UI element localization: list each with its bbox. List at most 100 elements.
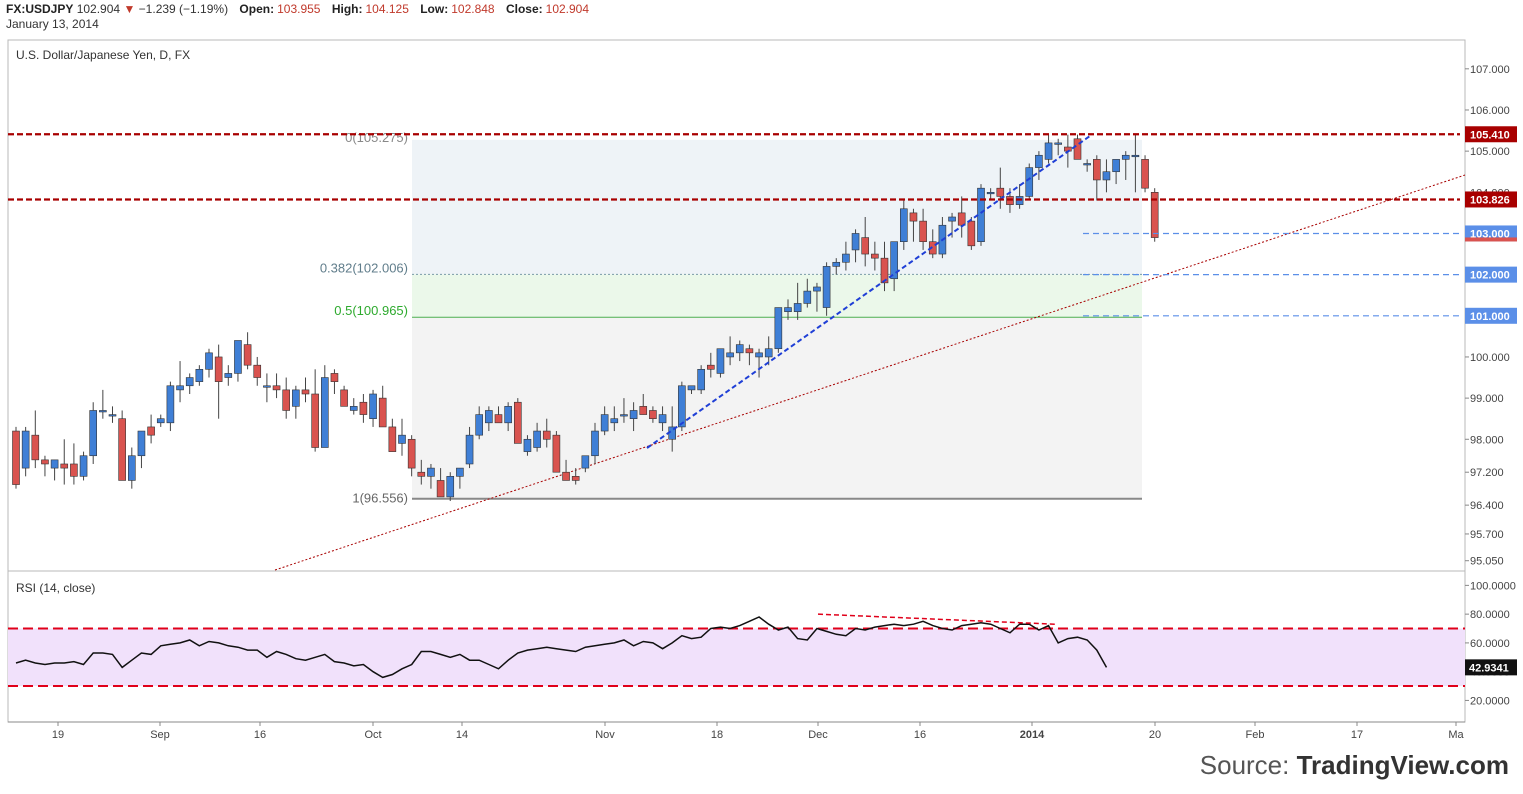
candle-body: [813, 286, 821, 292]
y-tick-label: 95.050: [1470, 556, 1504, 568]
candle-body: [629, 410, 638, 419]
candle-body: [591, 430, 599, 457]
fib-label-0: 0(105.275): [345, 130, 408, 145]
x-tick-label: 16: [254, 729, 266, 741]
candle-body: [890, 241, 898, 280]
candle-body: [118, 418, 126, 481]
candle-body: [475, 414, 484, 436]
candle-body: [1044, 142, 1053, 160]
candle-body: [311, 393, 319, 448]
rsi-divergence-line: [817, 613, 1056, 625]
candle-body: [60, 463, 69, 469]
candle-body: [1102, 171, 1111, 181]
x-tick-label: 18: [711, 729, 723, 741]
candle-body: [446, 476, 455, 498]
candle-body: [156, 418, 165, 424]
candle-body: [755, 352, 763, 358]
candle-body: [147, 426, 155, 436]
candle-body: [504, 406, 512, 424]
resistance-badge: 105.410: [1470, 129, 1510, 141]
candle-body: [784, 307, 792, 312]
rsi-band: [8, 628, 1465, 687]
candle-body: [108, 414, 117, 417]
candle-body: [513, 401, 522, 444]
candle-body: [99, 410, 107, 413]
candle-body: [658, 414, 667, 424]
candle-body: [1025, 167, 1034, 197]
candle-body: [1083, 163, 1091, 166]
candle-body: [571, 476, 580, 481]
low-label: Low:: [420, 2, 449, 16]
candle-body: [948, 216, 956, 222]
candle-body: [523, 438, 532, 452]
candle-body: [320, 377, 329, 448]
y-tick-label: 106.000: [1470, 105, 1510, 117]
candle-body: [706, 364, 715, 370]
y-tick-label: 107.000: [1470, 64, 1510, 76]
x-tick-label: Ma: [1448, 729, 1464, 741]
candle-body: [407, 438, 416, 469]
candle-body: [822, 266, 831, 308]
change-arrow-icon: ▼: [123, 2, 136, 16]
candle-body: [214, 356, 223, 382]
long-trendline: [274, 174, 1466, 571]
candle-body: [12, 430, 20, 485]
resistance-badge-bg: [1465, 126, 1517, 143]
candle-body: [166, 385, 175, 424]
source-credit: Source: TradingView.com: [1200, 750, 1509, 781]
y-tick-label: 97.200: [1470, 467, 1504, 479]
round-level-badge-bg: [1465, 307, 1517, 324]
candle-body: [21, 430, 30, 469]
header-date: January 13, 2014: [6, 17, 99, 31]
candle-body: [678, 385, 686, 428]
rsi-y-tick-label: 100.0000: [1470, 580, 1516, 592]
candle-body: [494, 414, 503, 424]
candle-body: [272, 385, 281, 391]
symbol: FX:USDJPY: [6, 2, 74, 16]
low-value: 102.848: [451, 2, 495, 16]
candle-body: [1093, 159, 1101, 181]
candle-body: [176, 385, 184, 391]
candle-body: [349, 406, 358, 411]
rsi-last-badge: 42.9341: [1469, 662, 1509, 674]
y-tick-label: 98.000: [1470, 434, 1504, 446]
candle-body: [70, 463, 78, 477]
x-tick-label: Oct: [364, 729, 381, 741]
x-tick-label: Nov: [595, 729, 615, 741]
x-tick-label: 2014: [1020, 729, 1045, 741]
x-tick-label: Sep: [150, 729, 170, 741]
candle-body: [340, 389, 348, 407]
y-tick-label: 95.700: [1470, 529, 1504, 541]
round-level-badge: 102.000: [1470, 270, 1510, 282]
x-tick-label: Dec: [808, 729, 828, 741]
high-value: 104.125: [365, 2, 409, 16]
fib-zone-top: [412, 139, 1142, 275]
candle-body: [1112, 159, 1120, 173]
candle-body: [378, 397, 387, 428]
candle-body: [253, 364, 262, 378]
candle-body: [774, 307, 783, 350]
candle-body: [1054, 142, 1062, 145]
open-label: Open:: [239, 2, 275, 16]
candle-body: [282, 389, 291, 411]
fib-label-0382: 0.382(102.006): [320, 260, 408, 275]
change: −1.239 (−1.19%): [138, 2, 229, 16]
x-tick-label: Feb: [1246, 729, 1265, 741]
candle-body: [79, 455, 88, 477]
candle-body: [89, 410, 97, 457]
candle-body: [195, 369, 204, 382]
candle-body: [224, 373, 233, 378]
candle-body: [1073, 138, 1082, 160]
candle-body: [716, 348, 725, 374]
candle-body: [871, 253, 879, 259]
x-tick-label: 20: [1149, 729, 1161, 741]
y-tick-label: 105.000: [1470, 146, 1510, 158]
candle-body: [542, 430, 551, 440]
candle-body: [957, 212, 966, 226]
support-badge-bg: [1465, 191, 1517, 208]
candle-body: [388, 426, 397, 452]
close-label: Close:: [505, 2, 543, 16]
candle-body: [359, 401, 368, 415]
candle-body: [977, 187, 985, 242]
